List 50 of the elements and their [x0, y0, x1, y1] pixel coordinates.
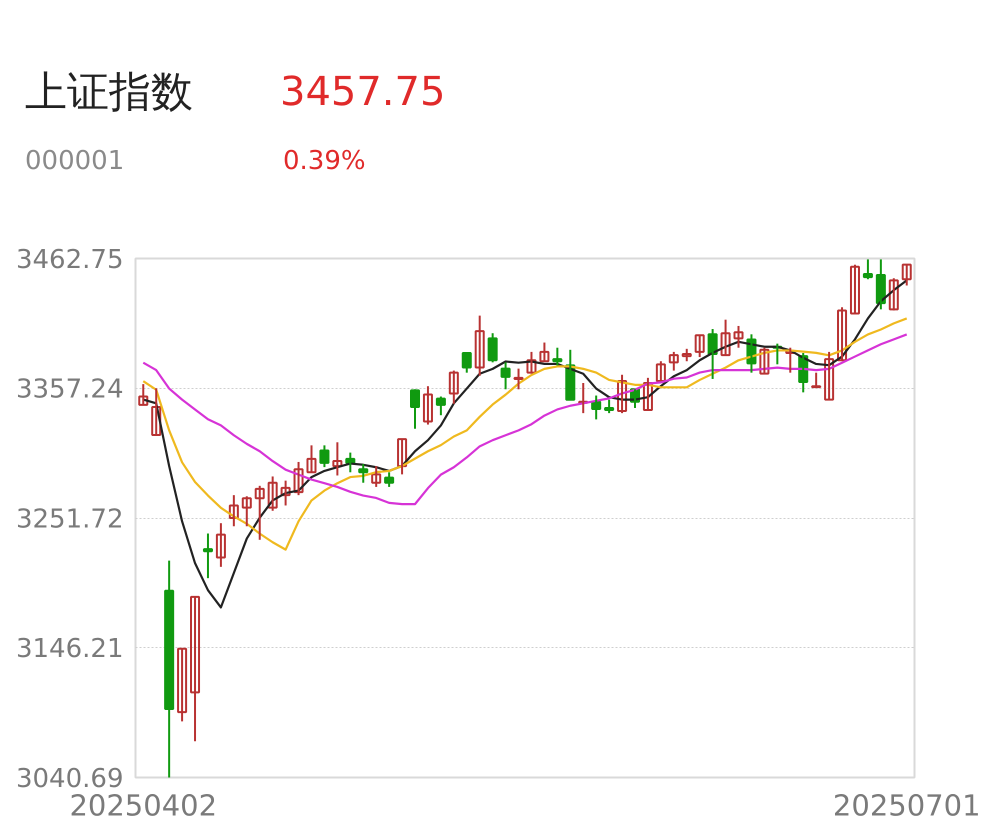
- candlestick: [734, 324, 744, 349]
- chart-subtitle: 000001: [25, 145, 124, 177]
- line-series: [142, 333, 908, 506]
- candlestick: [228, 494, 239, 528]
- candlestick: [280, 480, 291, 506]
- candlestick: [850, 264, 860, 315]
- candlestick: [811, 372, 822, 388]
- candlestick: [254, 484, 265, 541]
- candlestick: [514, 368, 524, 390]
- candlestick: [578, 382, 588, 414]
- candlestick: [371, 465, 382, 488]
- y-tick-label: 3462.75: [16, 245, 124, 275]
- candlestick: [617, 374, 628, 414]
- candlestick: [151, 387, 162, 436]
- candlestick: [526, 350, 536, 375]
- text: 3457.75: [280, 68, 446, 116]
- candlestick: [138, 383, 148, 406]
- y-tick-label: 3251.72: [16, 504, 124, 534]
- text: 0.39%: [283, 145, 366, 177]
- candlestick: [448, 370, 459, 405]
- candlestick: [332, 441, 342, 476]
- line-series: [142, 317, 908, 551]
- chart-title: 上证指数: [25, 67, 193, 116]
- candlestick: [785, 346, 796, 374]
- candlestick: [268, 475, 278, 512]
- candlestick: [422, 385, 433, 426]
- candlestick: [759, 346, 770, 375]
- candlestick: [682, 348, 692, 362]
- candlestick: [306, 444, 316, 474]
- candlestick: [824, 350, 834, 401]
- candlestick: [720, 318, 731, 356]
- candlestick: [642, 376, 653, 412]
- y-tick-label: 3146.21: [16, 634, 124, 664]
- x-tick-label: 20250701: [832, 788, 981, 818]
- candlestick: [474, 314, 485, 377]
- candlestick: [216, 522, 226, 568]
- candlestick: [539, 342, 550, 362]
- candlestick: [668, 350, 679, 372]
- candlestick: [656, 360, 666, 382]
- y-tick-label: 3357.24: [16, 374, 124, 405]
- candlestick: [190, 596, 200, 742]
- candlestick: [888, 277, 899, 312]
- candlestick: [177, 648, 188, 722]
- candlestick: [902, 263, 912, 286]
- candlestick: [397, 438, 408, 476]
- candlestick: [242, 495, 252, 528]
- candlestick: [358, 463, 368, 484]
- candlestick: [837, 306, 848, 362]
- candlestick: [294, 460, 304, 496]
- candlestick: [694, 334, 705, 358]
